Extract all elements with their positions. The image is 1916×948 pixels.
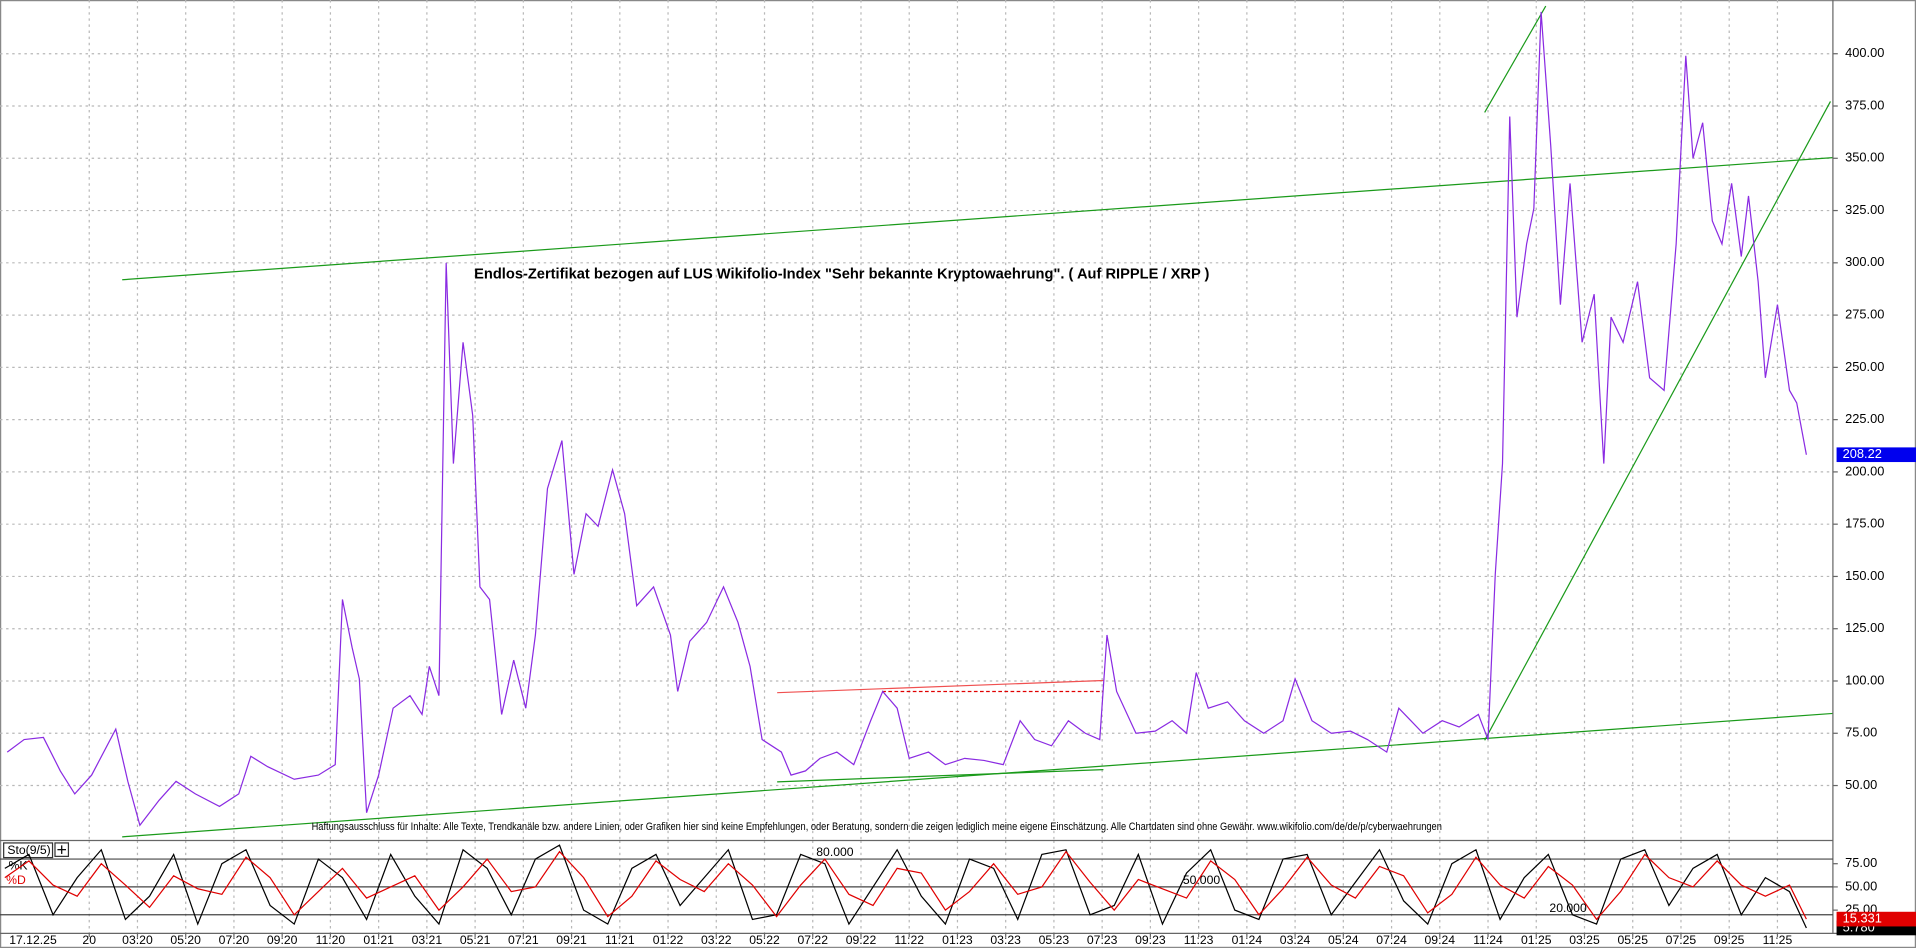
x-tick-label: 07:20 xyxy=(219,933,250,947)
y-tick-label: 250.00 xyxy=(1845,359,1884,374)
y-tick-label: 75.00 xyxy=(1845,855,1877,870)
x-tick-label: 05:23 xyxy=(1039,933,1070,947)
price-line xyxy=(6,11,1807,827)
x-tick-label: 09:23 xyxy=(1135,933,1166,947)
trend-line xyxy=(122,156,1833,281)
x-tick-label: 11:22 xyxy=(894,933,924,947)
last-price-box xyxy=(1836,447,1916,463)
x-tick-label: 01:24 xyxy=(1232,933,1263,947)
x-tick-label: 05:20 xyxy=(170,933,201,947)
level-label: 20.000 xyxy=(1549,901,1587,915)
y-tick-label: 225.00 xyxy=(1845,411,1884,426)
legend-box xyxy=(3,842,54,859)
x-tick-label: 01:23 xyxy=(942,933,973,947)
last-price-label: 208.22 xyxy=(1843,446,1882,461)
trend-line xyxy=(1484,5,1547,113)
legend-title: Sto(9/5) xyxy=(7,843,50,857)
level-label: 50.000 xyxy=(1183,873,1221,887)
x-tick-label: 05:22 xyxy=(749,933,780,947)
x-tick-label: 03:22 xyxy=(701,933,732,947)
last-value-label: 15.331 xyxy=(1843,910,1882,925)
x-tick-label: 07:24 xyxy=(1376,933,1407,947)
legend-entry: %K xyxy=(9,858,28,872)
trend-line xyxy=(1484,101,1832,741)
y-tick-label: 300.00 xyxy=(1845,254,1884,269)
chart-title: Endlos-Zertifikat bezogen auf LUS Wikifo… xyxy=(474,267,1209,283)
x-tick-label: 01:21 xyxy=(363,933,394,947)
date-label: 17.12.25 xyxy=(9,933,57,947)
y-tick-label: 325.00 xyxy=(1845,202,1884,217)
x-tick-label: 11:21 xyxy=(605,933,635,947)
last-value-box xyxy=(1836,911,1916,927)
x-tick-label: 11:20 xyxy=(316,933,346,947)
y-tick-label: 50.00 xyxy=(1845,777,1877,792)
x-tick-label: 07:21 xyxy=(508,933,539,947)
x-tick-label: 03:20 xyxy=(122,933,153,947)
x-tick-label: 05:21 xyxy=(460,933,491,947)
x-tick-label: 11:25 xyxy=(1763,933,1793,947)
x-tick-label: 03:21 xyxy=(412,933,443,947)
legend-entry: %D xyxy=(6,873,26,887)
trend-line xyxy=(122,712,1833,838)
y-tick-label: 175.00 xyxy=(1845,516,1884,531)
y-tick-label: 150.00 xyxy=(1845,568,1884,583)
level-label: 80.000 xyxy=(816,845,854,859)
x-tick-label: 09:24 xyxy=(1425,933,1456,947)
y-tick-label: 375.00 xyxy=(1845,97,1884,112)
y-tick-label: 100.00 xyxy=(1845,672,1884,687)
x-tick-label: 03:24 xyxy=(1280,933,1311,947)
x-tick-label: 05:25 xyxy=(1617,933,1648,947)
x-tick-label: 05:24 xyxy=(1328,933,1359,947)
x-tick-label: 09:22 xyxy=(846,933,877,947)
x-tick-label: 07:25 xyxy=(1666,933,1697,947)
x-tick-label: 01:22 xyxy=(653,933,684,947)
y-tick-label: 200.00 xyxy=(1845,463,1884,478)
x-tick-label: 20 xyxy=(82,933,96,947)
trend-line xyxy=(777,769,1104,783)
trend-line xyxy=(777,679,1104,694)
stoch-line xyxy=(4,850,1807,921)
x-tick-label: 09:20 xyxy=(267,933,298,947)
x-tick-label: 03:23 xyxy=(990,933,1021,947)
x-tick-label: 11:23 xyxy=(1184,933,1214,947)
y-tick-label: 400.00 xyxy=(1845,45,1884,60)
stoch-line xyxy=(4,844,1807,929)
trend-lines xyxy=(122,5,1833,838)
x-tick-label: 01:25 xyxy=(1521,933,1552,947)
x-tick-label: 07:23 xyxy=(1087,933,1118,947)
y-tick-label: 75.00 xyxy=(1845,725,1877,740)
y-tick-label: 350.00 xyxy=(1845,150,1884,165)
y-tick-label: 125.00 xyxy=(1845,620,1884,635)
x-tick-label: 03:25 xyxy=(1569,933,1600,947)
x-tick-label: 07:22 xyxy=(797,933,828,947)
disclaimer: Haftungsausschluss für Inhalte: Alle Tex… xyxy=(312,821,1442,833)
y-tick-label: 50.00 xyxy=(1845,878,1877,893)
x-tick-label: 09:21 xyxy=(556,933,587,947)
x-tick-label: 09:25 xyxy=(1714,933,1745,947)
x-tick-label: 11:24 xyxy=(1473,933,1503,947)
y-tick-label: 275.00 xyxy=(1845,306,1884,321)
